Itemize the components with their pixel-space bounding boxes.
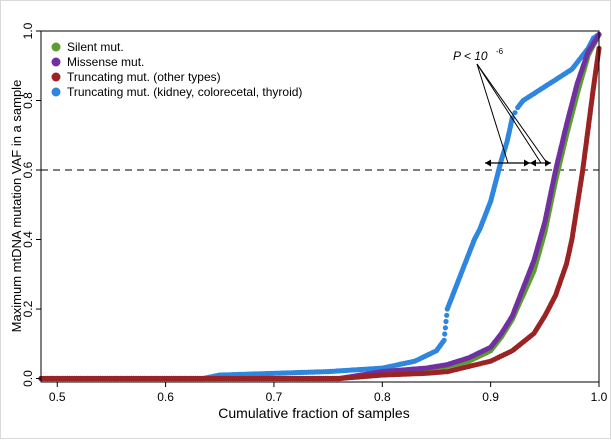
y-tick-label: 1.0 [21, 22, 35, 39]
p-value-exponent: -6 [496, 47, 504, 56]
x-axis-label: Cumulative fraction of samples [218, 405, 409, 421]
legend-marker [51, 42, 61, 52]
arrowhead [485, 159, 491, 167]
y-axis-label: Maximum mtDNA mutation VAF in a sample [9, 80, 24, 333]
y-tick-label: 0.0 [21, 370, 35, 387]
x-tick-label: 0.8 [374, 390, 391, 404]
legend-marker [51, 72, 61, 82]
y-tick-label: 0.4 [21, 231, 35, 248]
legend-label: Truncating mut. (kidney, colorecetal, th… [67, 85, 302, 99]
annotation-pointer [476, 63, 542, 164]
series-2 [38, 45, 602, 382]
legend-label: Truncating mut. (other types) [67, 70, 221, 84]
arrowhead [524, 159, 530, 167]
plot-border [40, 30, 600, 383]
data-point [441, 337, 447, 343]
data-point [444, 312, 450, 318]
x-tick-label: 0.7 [266, 390, 283, 404]
arrowhead [545, 159, 551, 167]
y-tick-label: 0.6 [21, 161, 35, 178]
legend-marker [51, 87, 61, 97]
x-tick-label: 0.5 [49, 390, 66, 404]
legend-label: Silent mut. [67, 40, 124, 54]
x-tick-label: 0.9 [482, 390, 499, 404]
x-tick-label: 0.6 [157, 390, 174, 404]
annotation-pointer [476, 63, 509, 164]
data-point [442, 325, 448, 331]
p-value-text: P < 10 [453, 49, 488, 63]
p-value-annotation: P < 10 -6 [453, 47, 551, 167]
legend: Silent mut.Missense mut.Truncating mut. … [51, 40, 302, 99]
y-tick-label: 0.2 [21, 300, 35, 317]
annotation-pointer [476, 63, 548, 164]
legend-label: Missense mut. [67, 55, 144, 69]
data-point [442, 331, 448, 337]
data-point [443, 318, 449, 325]
y-tick-label: 0.8 [21, 92, 35, 109]
legend-marker [51, 57, 61, 67]
data-point [512, 110, 518, 116]
x-tick-label: 1.0 [591, 390, 608, 404]
arrowhead [530, 159, 536, 167]
